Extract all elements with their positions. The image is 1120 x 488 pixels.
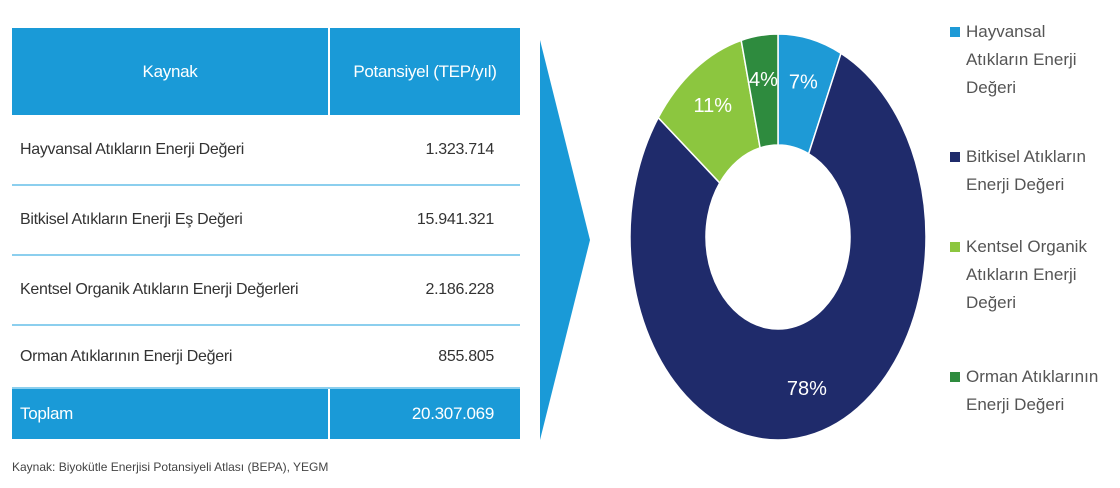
cell: 2.186.228 [329,255,520,326]
cell: 855.805 [329,325,520,389]
legend-swatch [950,242,960,252]
row: Hayvansal Atıkların Enerji Değeri 1.323.7… [12,115,520,186]
legend-item: Bitkisel Atıkların Enerji Değeri [950,143,1106,199]
legend-label: Orman Atıklarının Enerji Değeri [966,367,1099,414]
donut-segment [740,33,779,149]
row: Orman Atıklarının Enerji Değeri 855.805 [12,325,520,389]
legend-label: Kentsel Organik Atıkların Enerji Değeri [966,237,1087,312]
cell: 1.323.714 [329,115,520,186]
legend-item: Orman Atıklarının Enerji Değeri [950,363,1106,419]
cell: 20.307.069 [328,388,520,439]
data-label: 4% [749,69,778,91]
cell: 15.941.321 [329,185,520,256]
cell: Kaynak [12,28,329,115]
data-label: 78% [787,378,827,400]
row: Bitkisel Atıkların Enerji Eş Değeri 15.94… [12,185,520,256]
legend-swatch [950,152,960,162]
legend-label: Hayvansal Atıkların Enerji Değeri [966,22,1077,97]
cell: Potansiyel (TEP/yıl) [328,28,520,115]
cell: Toplam [12,388,329,439]
legend-label: Bitkisel Atıkların Enerji Değeri [966,147,1086,194]
data-label: 7% [789,72,818,94]
source: Kaynak: Biyokütle Enerjisi Potansiyeli A… [12,460,329,474]
cell: Bitkisel Atıkların Enerji Eş Değeri [12,185,329,256]
legend-item: Hayvansal Atıkların Enerji Değeri [950,18,1106,102]
legend-item: Kentsel Organik Atıkların Enerji Değeri [950,233,1106,317]
arrow [540,40,590,440]
total-row: Toplam 20.307.069 [12,388,520,439]
header-row: Kaynak Potansiyel (TEP/yıl) [12,28,520,115]
donut-segment [629,52,927,441]
legend-swatch [950,372,960,382]
cell: Hayvansal Atıkların Enerji Değeri [12,115,329,186]
row: Kentsel Organik Atıkların Enerji Değerle… [12,255,520,326]
legend-swatch [950,27,960,37]
cell: Orman Atıklarının Enerji Değeri [12,325,329,389]
data-label: 11% [694,95,733,117]
cell: Kentsel Organik Atıkların Enerji Değerle… [12,255,329,326]
table: Kaynak Potansiyel (TEP/yıl) Hayvansal Atık… [12,28,520,439]
